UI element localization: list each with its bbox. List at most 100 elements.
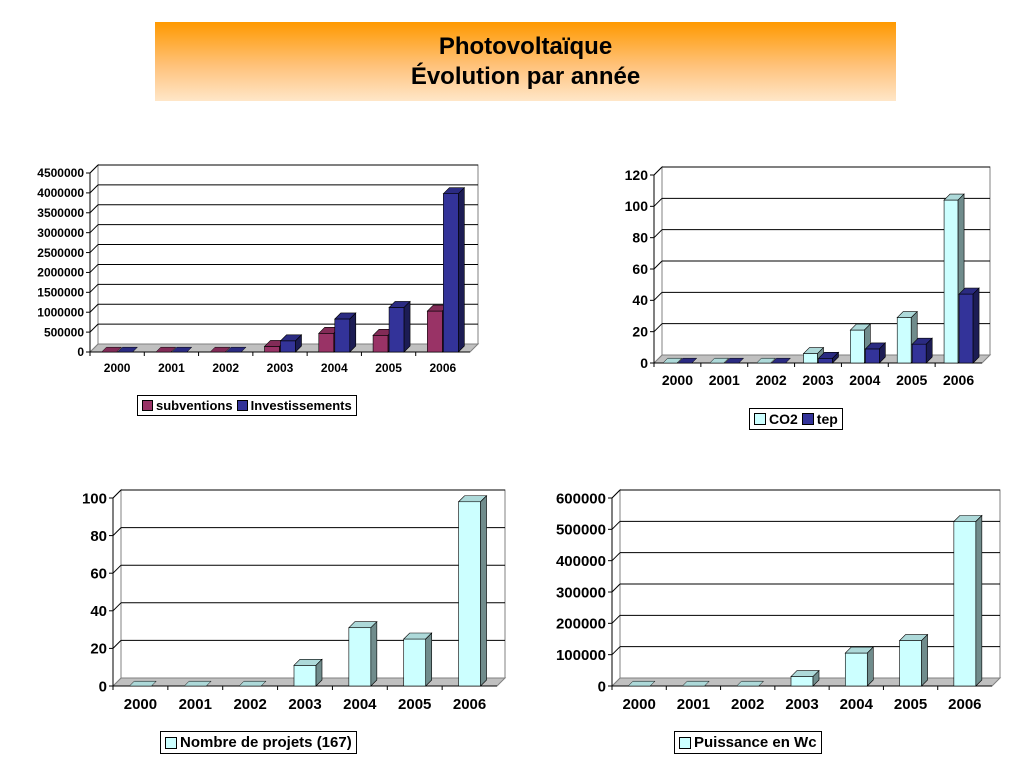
- x-tick-label: 2000: [622, 696, 655, 713]
- x-tick-label: 2004: [343, 696, 377, 713]
- x-tick-label: 2001: [677, 696, 710, 713]
- bar-co2-2001: [709, 357, 730, 364]
- y-tick-label: 4000000: [37, 186, 84, 200]
- y-tick-label: 60: [632, 261, 648, 277]
- gridline-diag: [89, 184, 99, 194]
- bar-tep-2006: [958, 287, 980, 364]
- y-tick-label: 40: [632, 292, 648, 308]
- bar-nombre-de-projets-167--2000: [128, 680, 157, 687]
- legend-swatch: [236, 400, 248, 411]
- gridline-diag: [89, 323, 99, 333]
- legend-item: subventions: [142, 398, 233, 413]
- bar-investissements-2004: [334, 312, 357, 353]
- y-tick-label: 4500000: [37, 166, 84, 180]
- y-tick-label: 0: [598, 678, 606, 695]
- x-tick-label: 2001: [709, 372, 740, 388]
- y-tick-label: 600000: [556, 490, 606, 507]
- y-tick-label: 0: [640, 355, 648, 371]
- bar-nombre-de-projets-167--2003: [293, 658, 323, 687]
- bar-co2-2003: [802, 346, 825, 364]
- legend-label: CO2: [769, 411, 798, 427]
- bar-nombre-de-projets-167--2005: [402, 632, 433, 687]
- bar-subventions-2000: [101, 346, 123, 353]
- chart-subventions-investissements: 0 500000 1000000 1500000 2000000 2500000 30000…: [37, 163, 480, 375]
- x-tick-label: 2005: [398, 696, 431, 713]
- legend-label: Puissance en Wc: [694, 734, 817, 751]
- y-tick-label: 20: [632, 324, 648, 340]
- page-title-line1: Photovoltaïque: [438, 32, 613, 60]
- y-tick-label: 2000000: [37, 266, 84, 280]
- y-tick-label: 20: [90, 641, 107, 658]
- page-title-line2: Évolution par année: [410, 62, 641, 90]
- gridline-diag: [89, 283, 99, 293]
- x-tick-label: 2005: [896, 372, 927, 388]
- chart-puissance-wc: 0 100000 200000 300000 400000 500000 600000 200…: [556, 488, 1002, 713]
- bar-puissance-en-wc-2004: [844, 646, 875, 687]
- y-tick-label: 40: [90, 603, 107, 620]
- x-tick-label: 2003: [802, 372, 833, 388]
- bar-nombre-de-projets-167--2004: [348, 620, 378, 687]
- y-tick-label: 80: [90, 528, 107, 545]
- bar-puissance-en-wc-2005: [898, 633, 929, 687]
- bar-subventions-2001: [155, 346, 177, 353]
- x-tick-label: 2005: [894, 696, 927, 713]
- x-tick-label: 2004: [840, 696, 874, 713]
- bar-puissance-en-wc-2001: [681, 680, 710, 687]
- bar-nombre-de-projets-167--2001: [183, 680, 212, 687]
- bar-tep-2000: [677, 357, 698, 364]
- chart-nombre-projets: 0 20 40 60 80 100 2000 2001 2002 2003 2004 2005 2006: [82, 488, 507, 713]
- gridline-diag: [611, 520, 621, 530]
- gridline-diag: [112, 602, 122, 612]
- y-tick-label: 100: [625, 198, 649, 214]
- x-tick-label: 2006: [453, 696, 486, 713]
- y-tick-label: 1000000: [37, 305, 84, 319]
- legend-label: Nombre de projets (167): [180, 734, 352, 751]
- y-tick-label: 500000: [556, 522, 606, 539]
- bar-co2-2002: [756, 357, 777, 364]
- bar-investissements-2002: [225, 346, 247, 353]
- legend-swatch: [679, 736, 691, 749]
- gridline-diag: [653, 260, 663, 270]
- gridline-diag: [112, 489, 122, 499]
- x-tick-label: 2006: [943, 372, 974, 388]
- x-tick-label: 2006: [430, 361, 457, 375]
- y-tick-label: 500000: [44, 325, 84, 339]
- gridline-diag: [89, 244, 99, 253]
- x-tick-label: 2005: [375, 361, 402, 375]
- bar-tep-2003: [817, 351, 840, 364]
- legend-swatch: [165, 736, 177, 749]
- x-tick-label: 2000: [124, 696, 157, 713]
- legend-item: CO2: [754, 411, 798, 427]
- legend-item: Puissance en Wc: [679, 734, 817, 751]
- x-tick-label: 2000: [662, 372, 693, 388]
- plot-area: [97, 164, 479, 345]
- bar-subventions-2002: [209, 346, 231, 353]
- y-tick-label: 200000: [556, 616, 606, 633]
- legend-item: tep: [801, 411, 838, 427]
- legend-chart-co2-tep: CO2 tep: [749, 408, 843, 430]
- plot-area: [120, 489, 506, 679]
- gridline-diag: [89, 264, 99, 273]
- bar-puissance-en-wc-2000: [627, 680, 656, 687]
- bar-nombre-de-projets-167--2006: [457, 495, 488, 687]
- legend-item: Nombre de projets (167): [165, 734, 352, 751]
- gridline-diag: [89, 303, 99, 313]
- bar-investissements-2001: [171, 346, 193, 353]
- gridline-diag: [89, 164, 99, 174]
- legend-chart-subventions: subventions Investissements: [137, 395, 357, 416]
- gridline-diag: [653, 197, 663, 207]
- legend-swatch: [142, 400, 153, 411]
- legend-chart-nombre-projets: Nombre de projets (167): [160, 731, 357, 754]
- plot-side-wall: [112, 488, 122, 688]
- y-tick-label: 3500000: [37, 206, 84, 220]
- x-tick-label: 2004: [321, 361, 348, 375]
- y-tick-label: 120: [625, 167, 649, 183]
- x-tick-label: 2002: [731, 696, 764, 713]
- gridline-diag: [611, 489, 621, 499]
- legend-label: tep: [816, 411, 838, 427]
- y-tick-label: 0: [99, 678, 107, 695]
- gridline-diag: [112, 640, 122, 649]
- y-tick-label: 0: [77, 345, 84, 359]
- bar-investissements-2005: [388, 300, 411, 353]
- bar-tep-2002: [771, 357, 792, 364]
